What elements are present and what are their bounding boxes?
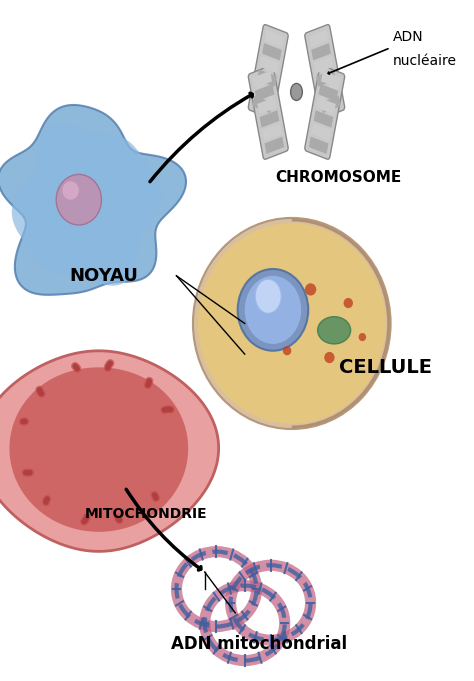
Bar xyxy=(252,71,272,88)
FancyArrowPatch shape xyxy=(46,499,47,502)
FancyBboxPatch shape xyxy=(305,25,345,118)
Ellipse shape xyxy=(344,298,353,308)
FancyArrowPatch shape xyxy=(164,409,171,410)
Text: ADN mitochondrial: ADN mitochondrial xyxy=(171,635,347,652)
Text: NOYAU: NOYAU xyxy=(69,267,138,285)
Bar xyxy=(316,97,336,114)
Bar xyxy=(309,137,328,154)
Bar xyxy=(260,110,279,127)
FancyArrowPatch shape xyxy=(75,366,77,369)
FancyArrowPatch shape xyxy=(84,517,87,522)
FancyArrowPatch shape xyxy=(164,409,171,410)
Bar xyxy=(262,123,282,141)
Bar xyxy=(319,84,338,101)
Ellipse shape xyxy=(245,276,301,344)
Polygon shape xyxy=(12,123,162,286)
Polygon shape xyxy=(0,351,219,552)
Bar xyxy=(255,84,274,101)
Bar xyxy=(264,137,284,154)
FancyArrowPatch shape xyxy=(118,518,119,520)
Bar xyxy=(264,30,284,47)
FancyArrowPatch shape xyxy=(148,381,149,385)
Ellipse shape xyxy=(198,223,386,424)
Ellipse shape xyxy=(56,174,101,225)
FancyBboxPatch shape xyxy=(305,65,345,159)
Ellipse shape xyxy=(193,218,391,429)
Bar xyxy=(314,110,333,127)
FancyArrowPatch shape xyxy=(39,390,42,394)
FancyArrowPatch shape xyxy=(155,495,156,498)
Polygon shape xyxy=(0,105,186,295)
FancyArrowPatch shape xyxy=(84,517,87,522)
FancyArrowPatch shape xyxy=(39,390,42,394)
Text: MITOCHONDRIE: MITOCHONDRIE xyxy=(85,507,207,521)
Ellipse shape xyxy=(63,181,79,200)
Bar xyxy=(262,43,282,61)
Bar xyxy=(314,57,333,74)
Ellipse shape xyxy=(305,283,316,296)
FancyArrowPatch shape xyxy=(108,363,110,368)
Bar xyxy=(311,123,331,141)
Ellipse shape xyxy=(318,317,351,344)
Ellipse shape xyxy=(291,84,302,101)
Ellipse shape xyxy=(324,352,335,363)
Bar xyxy=(316,69,336,86)
Ellipse shape xyxy=(255,279,281,313)
Text: nucléaire: nucléaire xyxy=(393,54,457,68)
Bar xyxy=(257,69,277,86)
Bar xyxy=(260,57,279,74)
Bar xyxy=(319,82,338,100)
Bar xyxy=(321,71,341,88)
FancyArrowPatch shape xyxy=(148,381,149,385)
FancyArrowPatch shape xyxy=(118,518,119,520)
Polygon shape xyxy=(9,367,188,532)
FancyBboxPatch shape xyxy=(248,25,288,118)
Text: CHROMOSOME: CHROMOSOME xyxy=(276,170,402,185)
FancyBboxPatch shape xyxy=(248,65,288,159)
FancyArrowPatch shape xyxy=(75,366,77,369)
Bar xyxy=(309,30,328,47)
FancyArrowPatch shape xyxy=(46,499,47,502)
Ellipse shape xyxy=(359,333,366,341)
Ellipse shape xyxy=(283,346,292,355)
Bar xyxy=(321,96,341,113)
FancyArrowPatch shape xyxy=(108,363,110,368)
Text: ADN: ADN xyxy=(393,31,424,44)
Ellipse shape xyxy=(237,269,308,351)
Bar xyxy=(257,97,277,114)
Text: CELLULE: CELLULE xyxy=(339,358,432,377)
Bar xyxy=(311,43,331,61)
Bar xyxy=(252,96,272,113)
Bar xyxy=(255,82,274,100)
FancyArrowPatch shape xyxy=(155,495,156,498)
